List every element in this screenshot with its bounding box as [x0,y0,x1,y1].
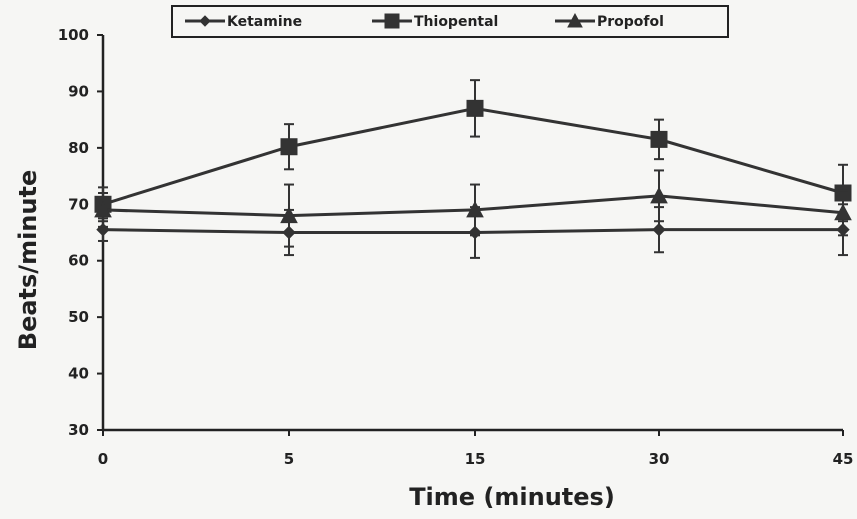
x-tick-label: 0 [98,450,108,468]
x-tick-label: 45 [833,450,854,468]
data-point-thiopental [650,130,668,148]
data-point-propofol [280,206,298,224]
legend-label-propofol: Propofol [597,14,664,30]
legend-box [171,5,729,38]
x-tick-label: 5 [284,450,294,468]
data-point-propofol [834,203,852,221]
x-tick-label: 30 [649,450,670,468]
x-tick-label: 15 [465,450,486,468]
data-point-propofol [466,200,484,218]
data-point-propofol [650,186,668,204]
data-point-thiopental [280,138,298,156]
legend-label-thiopental: Thiopental [414,14,498,30]
y-tick-label: 70 [68,195,89,213]
y-tick-label: 50 [68,308,89,326]
data-point-ketamine [652,222,666,237]
y-axis-title: Beats/minute [14,170,42,350]
y-tick-label: 100 [58,26,89,44]
legend-marker-propofol [567,12,583,28]
series-thiopental [94,79,852,223]
legend-marker-ketamine [199,15,211,27]
y-tick-label: 40 [68,365,89,383]
y-tick-label: 80 [68,139,89,157]
y-tick-label: 60 [68,252,89,270]
axes: 30 40 50 60 70 80 90 100 0 5 15 30 45 [58,26,854,468]
series-propofol [94,169,852,248]
legend: Ketamine Thiopental Propofol [171,5,729,38]
y-tick-label: 90 [68,82,89,100]
y-tick-label: 30 [68,421,89,439]
legend-label-ketamine: Ketamine [227,14,302,30]
x-axis-title: Time (minutes) [409,483,615,511]
legend-marker-thiopental [384,13,400,29]
series-line-thiopental [102,106,844,206]
series-layer [94,79,852,259]
data-point-propofol [94,200,112,218]
data-point-thiopental [466,99,484,117]
